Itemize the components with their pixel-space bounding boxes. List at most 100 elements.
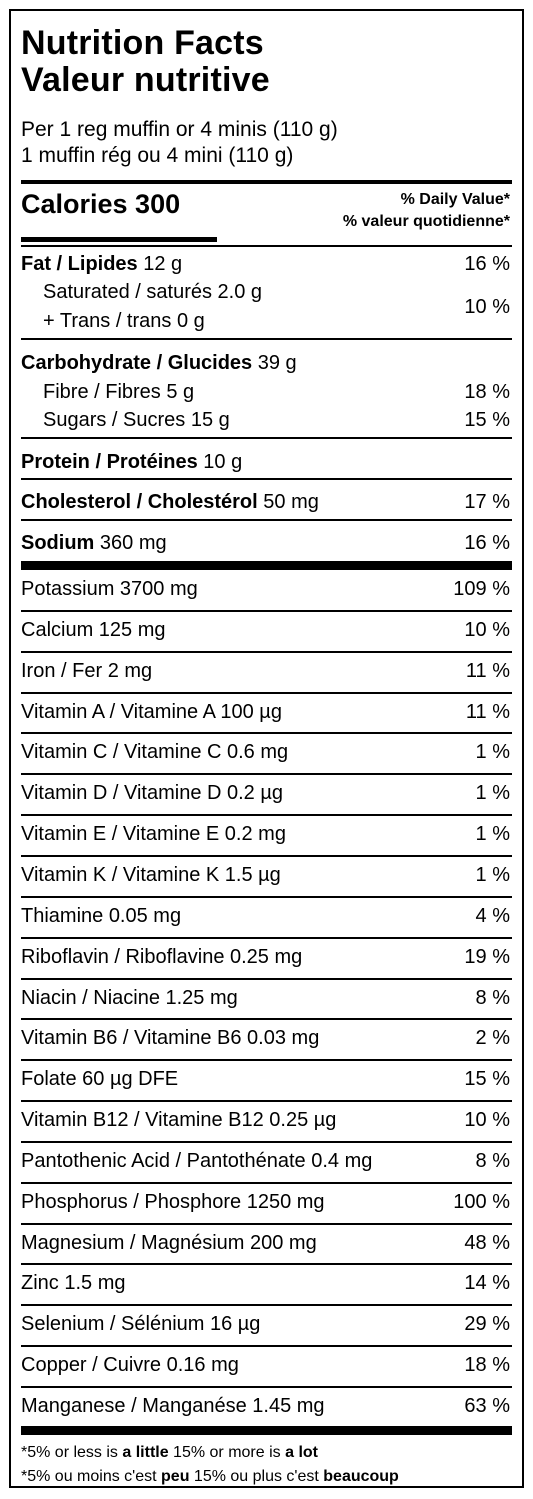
micronutrient-dv: 18 %: [464, 1354, 510, 1376]
micronutrient-dv: 10 %: [464, 619, 510, 641]
footnote-french: *5% ou moins c'est peu 15% ou plus c'est…: [21, 1467, 399, 1487]
footnote-emphasis: a little: [122, 1444, 169, 1461]
divider-rule: [21, 1223, 512, 1225]
micronutrient-label: Pantothenic Acid / Pantothénate 0.4 mg: [21, 1150, 373, 1172]
sodium-dv: 16 %: [464, 532, 510, 554]
calories-value: Calories 300: [21, 189, 181, 219]
micronutrient-label: Vitamin C / Vitamine C 0.6 mg: [21, 741, 289, 763]
micronutrient-label: Magnesium / Magnésium 200 mg: [21, 1232, 317, 1254]
cholesterol-label: Cholesterol / Cholestérol: [21, 491, 258, 513]
divider-rule: [21, 180, 512, 184]
carbohydrate-amount: 39 g: [257, 352, 297, 374]
fat-label: Fat / Lipides: [21, 253, 138, 275]
divider-rule: [21, 1018, 512, 1020]
title-english: Nutrition Facts: [21, 24, 264, 62]
divider-rule: [21, 519, 512, 521]
micronutrient-dv: 63 %: [464, 1395, 510, 1417]
micronutrient-dv: 29 %: [464, 1313, 510, 1335]
fibre-dv: 18 %: [464, 381, 510, 403]
divider-rule: [21, 1386, 512, 1388]
divider-rule: [21, 1345, 512, 1347]
divider-rule: [21, 1263, 512, 1265]
micronutrient-dv: 100 %: [453, 1191, 510, 1213]
micronutrient-dv: 2 %: [475, 1027, 510, 1049]
sugars-label: Sugars / Sucres 15 g: [43, 409, 230, 431]
footnote-english: *5% or less is a little 15% or more is a…: [21, 1443, 318, 1463]
protein-label: Protein / Protéines: [21, 451, 198, 473]
divider-rule: [21, 896, 512, 898]
micronutrient-label: Riboflavin / Riboflavine 0.25 mg: [21, 946, 303, 968]
sodium-amount: 360 mg: [99, 532, 167, 554]
micronutrient-dv: 109 %: [453, 578, 510, 600]
footnote-text: 15% or more is: [168, 1444, 286, 1461]
micronutrient-dv: 4 %: [475, 905, 510, 927]
daily-value-french: % valeur quotidienne*: [342, 213, 510, 230]
micronutrient-dv: 11 %: [465, 701, 510, 723]
micronutrient-dv: 15 %: [464, 1068, 510, 1090]
micronutrient-label: Vitamin B12 / Vitamine B12 0.25 µg: [21, 1109, 337, 1131]
micronutrient-label: Vitamin B6 / Vitamine B6 0.03 mg: [21, 1027, 320, 1049]
micronutrient-label: Folate 60 µg DFE: [21, 1068, 179, 1090]
divider-rule: [21, 692, 512, 694]
divider-rule: [21, 1304, 512, 1306]
divider-rule: [21, 814, 512, 816]
micronutrient-label: Vitamin D / Vitamine D 0.2 µg: [21, 782, 284, 804]
micronutrient-label: Vitamin K / Vitamine K 1.5 µg: [21, 864, 281, 886]
micronutrient-dv: 8 %: [475, 1150, 510, 1172]
micronutrient-dv: 1 %: [475, 864, 510, 886]
footnote-text: *5% or less is: [21, 1444, 123, 1461]
divider-rule: [21, 1182, 512, 1184]
label-title: Nutrition Facts Valeur nutritive: [21, 25, 270, 99]
micronutrient-label: Vitamin E / Vitamine E 0.2 mg: [21, 823, 286, 845]
sugars-dv: 15 %: [464, 409, 510, 431]
saturated-label: Saturated / saturés 2.0 g: [43, 281, 263, 303]
daily-value-header: % Daily Value* % valeur quotidienne*: [343, 189, 510, 233]
serving-french: 1 muffin rég ou 4 mini (110 g): [21, 144, 294, 167]
divider-rule-thick: [21, 561, 512, 570]
serving-english: Per 1 reg muffin or 4 minis (110 g): [21, 118, 338, 141]
divider-rule: [21, 1141, 512, 1143]
divider-rule: [21, 937, 512, 939]
micronutrient-dv: 8 %: [475, 987, 510, 1009]
micronutrient-label: Selenium / Sélénium 16 µg: [21, 1313, 261, 1335]
cholesterol-dv: 17 %: [464, 491, 510, 513]
footnote-text: 15% ou plus c'est: [189, 1468, 324, 1485]
micronutrient-label: Copper / Cuivre 0.16 mg: [21, 1354, 239, 1376]
divider-rule-thick: [21, 1426, 512, 1435]
micronutrient-dv: 1 %: [475, 782, 510, 804]
micronutrient-label: Niacin / Niacine 1.25 mg: [21, 987, 238, 1009]
micronutrient-dv: 1 %: [475, 823, 510, 845]
carbohydrate-label: Carbohydrate / Glucides: [21, 352, 253, 374]
fibre-label: Fibre / Fibres 5 g: [43, 381, 195, 403]
footnote-text: *5% ou moins c'est: [21, 1468, 162, 1485]
footnote-emphasis: peu: [161, 1468, 190, 1485]
sat-trans-dv: 10 %: [464, 296, 510, 318]
cholesterol-amount: 50 mg: [263, 491, 319, 513]
micronutrient-label: Manganese / Manganése 1.45 mg: [21, 1395, 325, 1417]
divider-rule: [21, 978, 512, 980]
micronutrient-dv: 14 %: [464, 1272, 510, 1294]
divider-rule: [21, 773, 512, 775]
nutrition-facts-label: Nutrition Facts Valeur nutritive Per 1 r…: [9, 9, 524, 1488]
divider-rule: [21, 1100, 512, 1102]
serving-size: Per 1 reg muffin or 4 minis (110 g) 1 mu…: [21, 117, 338, 169]
micronutrient-dv: 48 %: [464, 1232, 510, 1254]
micronutrient-label: Iron / Fer 2 mg: [21, 660, 153, 682]
fat-amount: 12 g: [143, 253, 183, 275]
divider-rule: [21, 338, 512, 340]
daily-value-english: % Daily Value*: [400, 191, 510, 208]
micronutrient-label: Potassium 3700 mg: [21, 578, 198, 600]
title-french: Valeur nutritive: [21, 61, 270, 99]
divider-rule: [21, 610, 512, 612]
protein-amount: 10 g: [203, 451, 243, 473]
micronutrient-dv: 10 %: [464, 1109, 510, 1131]
micronutrient-dv: 11 %: [465, 660, 510, 682]
sodium-label: Sodium: [21, 532, 95, 554]
micronutrient-dv: 19 %: [464, 946, 510, 968]
micronutrient-label: Vitamin A / Vitamine A 100 µg: [21, 701, 282, 723]
trans-label: + Trans / trans 0 g: [43, 310, 205, 332]
calories-underline: [21, 237, 217, 242]
micronutrient-label: Calcium 125 mg: [21, 619, 166, 641]
divider-rule: [21, 855, 512, 857]
divider-rule: [21, 1059, 512, 1061]
